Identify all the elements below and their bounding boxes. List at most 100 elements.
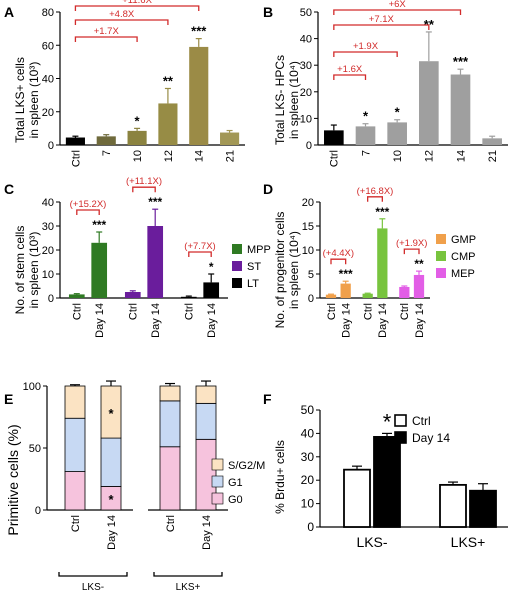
d-bar-0 bbox=[325, 294, 337, 298]
panel-e-ylabel: Primitive cells (%) bbox=[5, 424, 21, 535]
d-bar-3 bbox=[377, 228, 388, 298]
e-group-label-0: LKS- bbox=[82, 582, 104, 593]
d-sig-5: ** bbox=[414, 257, 424, 271]
panel-letter-e: E bbox=[4, 391, 13, 407]
b-sig-4: *** bbox=[453, 54, 469, 69]
a-y-tick-label-3: 60 bbox=[42, 40, 54, 52]
a-bar-0 bbox=[65, 137, 85, 145]
f-bar-0-0 bbox=[343, 468, 371, 528]
d-category-label-2: Ctrl bbox=[363, 303, 375, 320]
f-category-label-0: LKS- bbox=[356, 534, 387, 550]
panel-f: % Brdu+ cells 0 10 20 30 40 50 LKS- LKS+ * Ctrl Da… bbox=[273, 403, 508, 550]
d-sig-3: *** bbox=[375, 205, 389, 219]
e-category-label-1: Day 14 bbox=[106, 515, 118, 550]
e-category-label-2: Ctrl bbox=[165, 515, 177, 532]
e-y-tick-label-0: 0 bbox=[35, 505, 41, 517]
d-bracket-label-2: (+1.9X) bbox=[396, 238, 427, 249]
c-sig-5: * bbox=[209, 260, 214, 274]
d-bar-5 bbox=[413, 274, 425, 298]
b-y-tick-label-3: 30 bbox=[300, 60, 312, 72]
a-bracket-1 bbox=[74, 19, 169, 25]
panel-letter-b: B bbox=[263, 4, 273, 20]
d-bar-1 bbox=[340, 283, 351, 298]
b-category-label-0: Ctrl bbox=[329, 150, 341, 167]
e-bar-2-G1 bbox=[159, 400, 181, 448]
c-sig-3: *** bbox=[148, 195, 162, 209]
c-bar-3 bbox=[147, 226, 164, 298]
e-bar-0-S/G2/M bbox=[64, 385, 86, 419]
panel-a: Total LKS+ cells in spleen (10³) 0 20 40 60… bbox=[13, 0, 245, 167]
d-y-tick-label-1: 5 bbox=[308, 269, 314, 281]
d-bracket-label-0: (+4.4X) bbox=[323, 248, 354, 259]
b-bar-0 bbox=[324, 130, 344, 145]
b-bracket-label-3: +6X bbox=[389, 0, 407, 10]
d-sig-1: *** bbox=[339, 267, 353, 281]
d-y-tick-label-4: 20 bbox=[302, 197, 314, 209]
c-legend-swatch-2 bbox=[232, 278, 242, 288]
e-bar-2-S/G2/M bbox=[159, 385, 181, 402]
panel-b: Total LKS- HPCs in spleen (10⁴) 0 10 20 30 4… bbox=[273, 0, 508, 167]
c-legend-label-0: MPP bbox=[247, 244, 271, 256]
d-legend-label-2: MEP bbox=[451, 268, 475, 280]
a-category-label-5: 21 bbox=[224, 150, 236, 162]
b-bracket-label-1: +1.9X bbox=[353, 41, 379, 52]
panel-letter-f: F bbox=[263, 391, 272, 407]
b-bar-3 bbox=[419, 61, 439, 145]
a-bar-3 bbox=[158, 103, 178, 145]
d-y-tick-label-0: 0 bbox=[308, 293, 314, 305]
c-bracket-0 bbox=[76, 209, 100, 215]
c-category-label-5: Day 14 bbox=[206, 303, 218, 338]
panel-e: Primitive cells (%) 0 50 100 Ctrl Day 14 Ctrl… bbox=[5, 380, 265, 593]
d-category-label-1: Day 14 bbox=[341, 303, 353, 338]
b-sig-1: * bbox=[363, 109, 369, 124]
b-category-label-2: 10 bbox=[392, 150, 404, 162]
a-category-label-0: Ctrl bbox=[70, 150, 82, 167]
c-legend-swatch-0 bbox=[232, 244, 242, 254]
d-category-label-0: Ctrl bbox=[326, 303, 338, 320]
a-bar-1 bbox=[96, 136, 116, 145]
b-sig-2: * bbox=[395, 105, 401, 120]
f-bar-1-0 bbox=[439, 483, 467, 528]
d-y-tick-label-2: 10 bbox=[302, 245, 314, 257]
f-bar-1-1 bbox=[469, 489, 497, 528]
panel-letter-a: A bbox=[4, 4, 14, 20]
f-y-tick-label-2: 20 bbox=[301, 473, 315, 487]
b-bracket-label-0: +1.6X bbox=[337, 64, 363, 75]
c-bar-5 bbox=[203, 282, 220, 298]
b-category-label-4: 14 bbox=[455, 150, 467, 162]
d-legend-swatch-1 bbox=[436, 251, 446, 261]
panel-b-ylabel-line-1: Total LKS- HPCs bbox=[273, 55, 287, 145]
c-y-tick-label-4: 40 bbox=[42, 197, 54, 209]
panel-letter-d: D bbox=[263, 181, 273, 197]
c-bracket-label-2: (+7.7X) bbox=[184, 241, 215, 252]
d-legend-swatch-2 bbox=[436, 268, 446, 278]
a-sig-2: * bbox=[135, 113, 141, 128]
b-bracket-2 bbox=[333, 24, 430, 30]
panel-c: No. of stem cells in spleen (10³) 0 10 20 3… bbox=[13, 176, 271, 338]
b-y-tick-label-5: 50 bbox=[300, 7, 312, 19]
a-category-label-3: 12 bbox=[163, 150, 175, 162]
panel-d-ylabel-line-2: in spleen (10⁴) bbox=[287, 231, 301, 309]
d-y-tick-label-3: 15 bbox=[302, 221, 314, 233]
f-y-tick-label-0: 0 bbox=[307, 520, 314, 534]
e-category-label-0: Ctrl bbox=[70, 515, 82, 532]
a-category-label-1: 7 bbox=[101, 150, 113, 156]
f-category-label-1: LKS+ bbox=[451, 534, 486, 550]
c-category-label-0: Ctrl bbox=[72, 303, 84, 320]
panel-a-ylabel-line-1: Total LKS+ cells bbox=[13, 57, 27, 143]
a-y-tick-label-1: 20 bbox=[42, 107, 54, 119]
a-bracket-2 bbox=[74, 5, 200, 11]
a-y-tick-label-0: 0 bbox=[48, 140, 54, 152]
c-y-tick-label-0: 0 bbox=[48, 293, 54, 305]
a-bracket-label-1: +4.8X bbox=[109, 9, 135, 20]
b-y-tick-label-0: 0 bbox=[306, 140, 312, 152]
d-legend-swatch-0 bbox=[436, 234, 446, 244]
c-bar-1 bbox=[91, 242, 108, 298]
c-bracket-label-1: (+11.1X) bbox=[126, 176, 162, 187]
c-legend-label-2: LT bbox=[247, 278, 259, 290]
f-legend-swatch-0 bbox=[394, 414, 407, 427]
f-legend-label-0: Ctrl bbox=[412, 414, 431, 428]
e-category-label-3: Day 14 bbox=[201, 515, 213, 550]
d-category-label-4: Ctrl bbox=[399, 303, 411, 320]
